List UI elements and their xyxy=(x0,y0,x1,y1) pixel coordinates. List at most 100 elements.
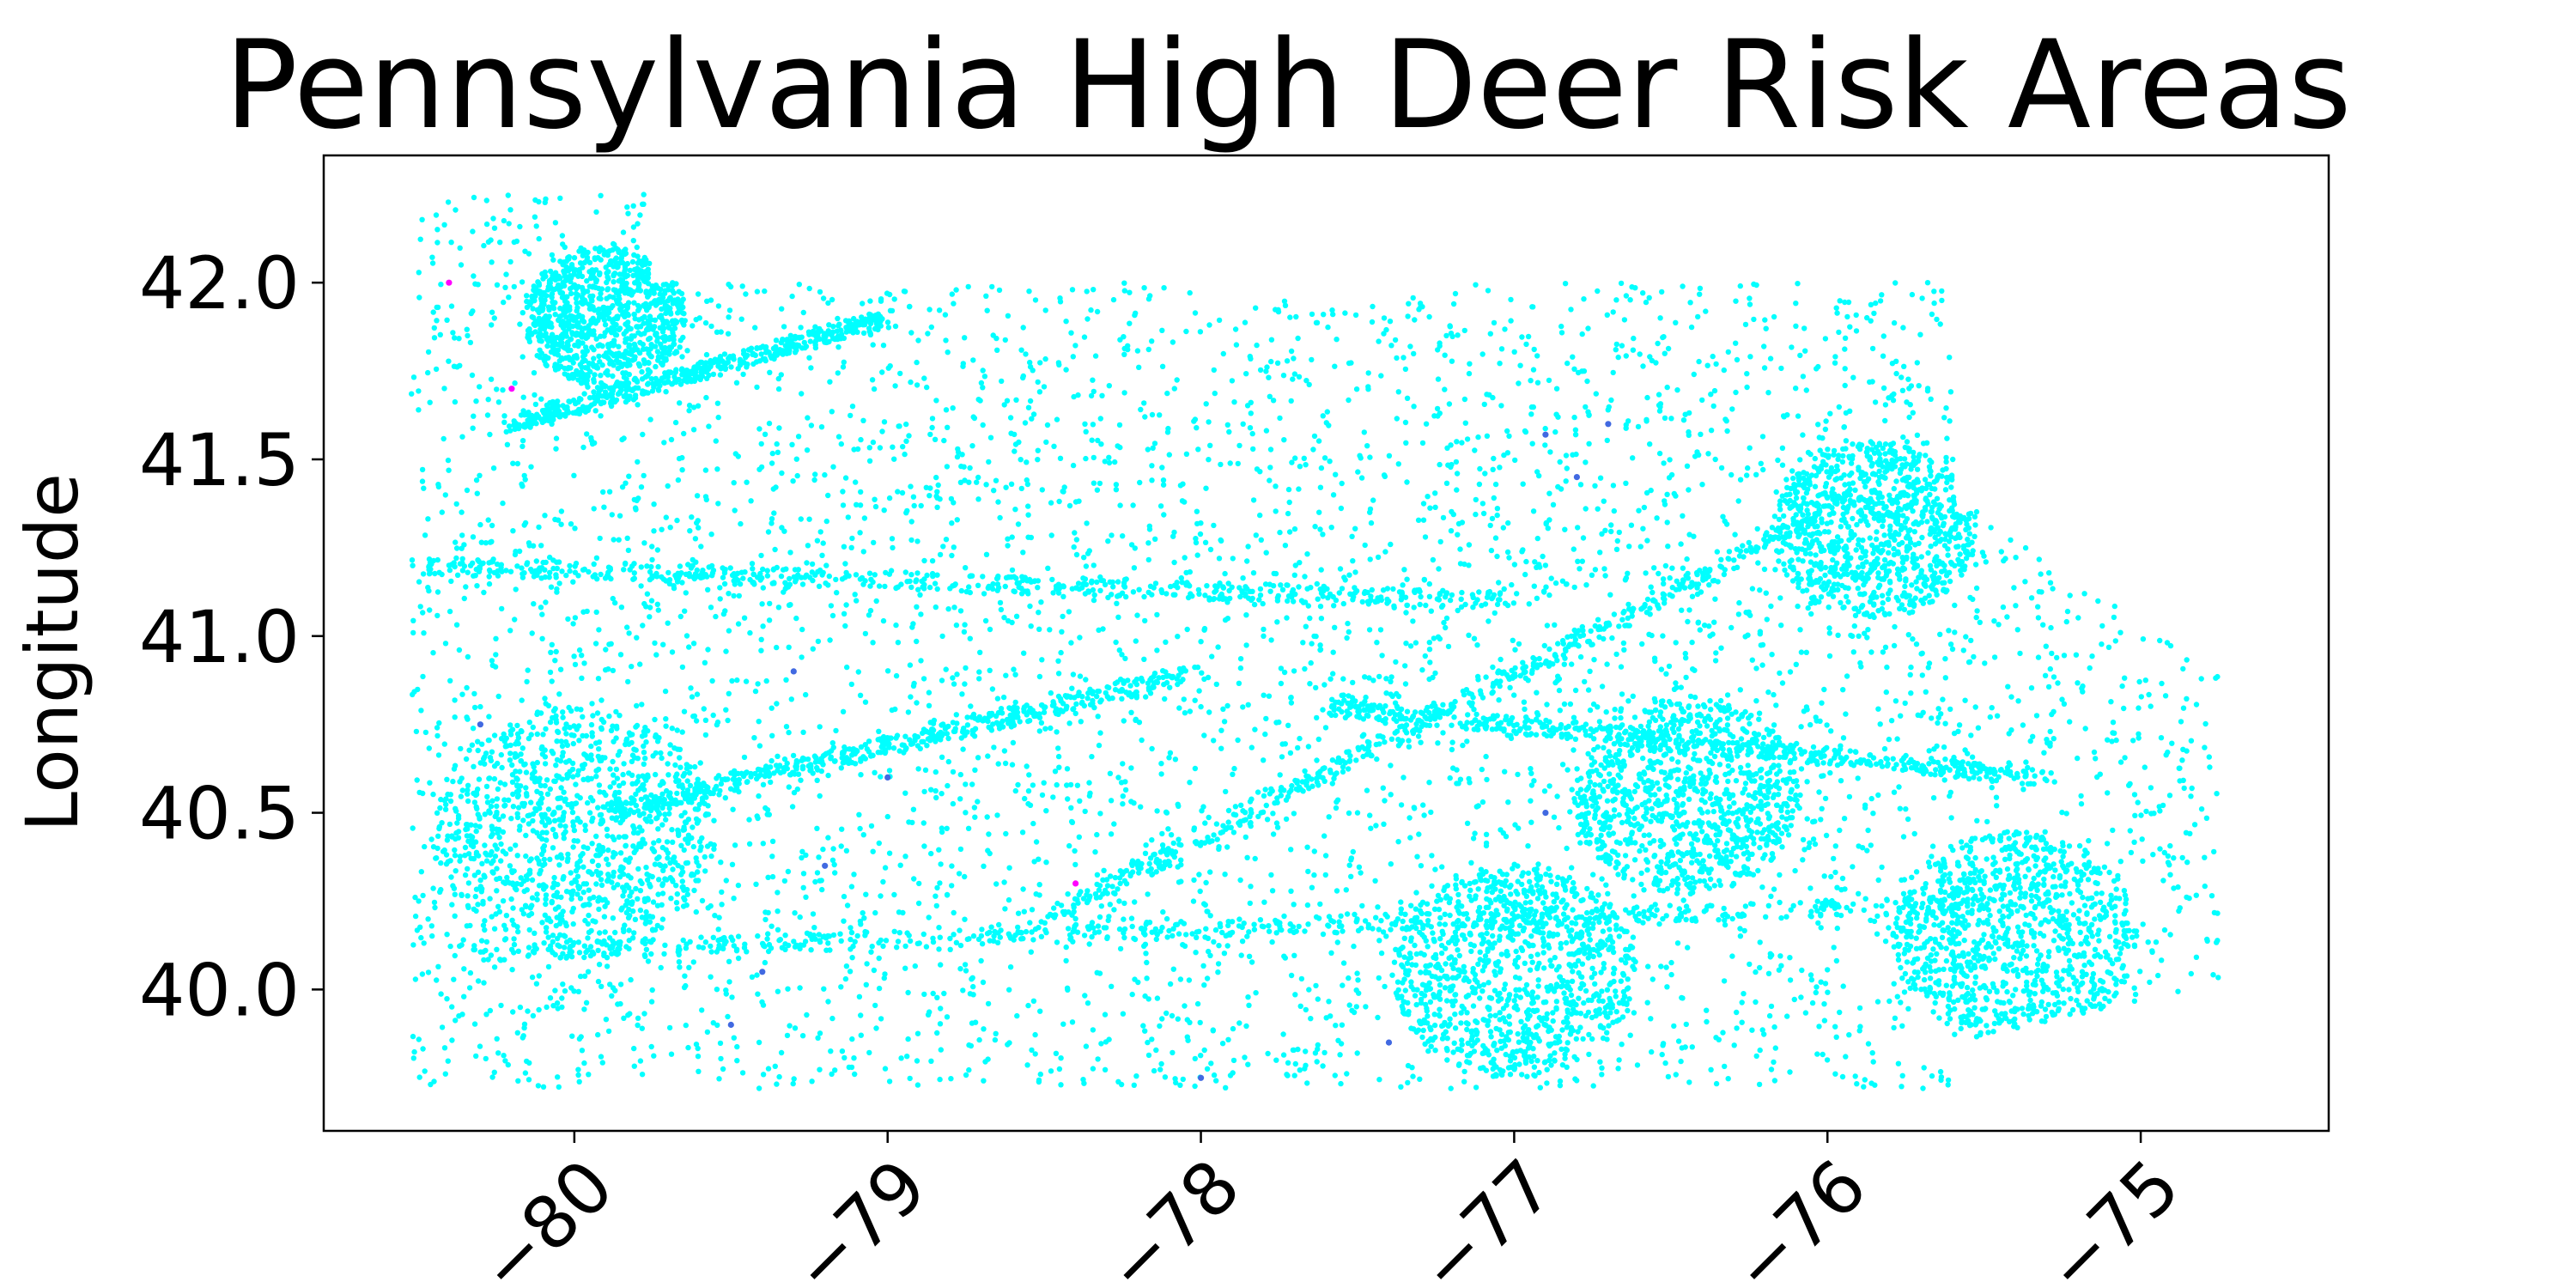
data-point xyxy=(957,966,963,972)
data-point xyxy=(841,611,848,617)
data-point xyxy=(1494,512,1500,519)
data-point xyxy=(490,465,497,471)
data-point xyxy=(1913,869,1920,875)
data-point xyxy=(1823,418,1829,424)
data-point xyxy=(2117,759,2124,765)
data-point xyxy=(1340,676,1346,682)
data-point xyxy=(1136,720,1143,726)
data-point xyxy=(1657,404,1663,410)
data-point xyxy=(1743,610,1749,616)
data-point xyxy=(1449,358,1455,364)
data-point xyxy=(510,1009,516,1015)
data-point xyxy=(592,641,599,647)
data-point xyxy=(2059,809,2065,816)
data-point xyxy=(1002,583,1009,590)
data-point xyxy=(1766,1012,1773,1019)
data-point xyxy=(1120,801,1126,807)
data-point xyxy=(513,842,519,848)
data-point xyxy=(1747,445,1753,451)
data-point xyxy=(1306,987,1312,993)
data-point xyxy=(975,474,981,481)
data-point xyxy=(1141,656,1147,662)
data-point xyxy=(686,402,693,409)
data-point xyxy=(417,604,423,610)
data-point xyxy=(1364,787,1370,793)
data-point xyxy=(1994,713,2001,719)
data-point xyxy=(1799,967,1805,974)
data-point xyxy=(519,481,525,487)
data-point xyxy=(1282,302,1289,308)
data-point xyxy=(1304,902,1311,908)
data-point xyxy=(1842,335,1849,341)
data-point xyxy=(1277,772,1283,778)
data-point xyxy=(1282,543,1289,549)
data-point xyxy=(1504,428,1510,434)
data-point xyxy=(1826,625,1832,631)
data-point xyxy=(690,714,696,720)
data-point xyxy=(2047,743,2053,749)
data-point xyxy=(1901,989,1908,995)
data-point xyxy=(1285,510,1291,517)
data-point xyxy=(817,1030,823,1036)
data-point xyxy=(1526,601,1533,607)
data-point xyxy=(410,374,417,380)
data-point xyxy=(1088,307,1094,313)
data-point xyxy=(1575,369,1582,376)
data-point xyxy=(1263,550,1269,556)
data-point xyxy=(601,914,608,920)
data-point xyxy=(744,479,750,485)
data-point xyxy=(1302,665,1308,672)
data-point xyxy=(1437,538,1443,545)
data-point xyxy=(1807,972,1814,978)
data-point xyxy=(951,544,957,550)
data-point xyxy=(1278,665,1285,671)
data-point xyxy=(1398,899,1404,905)
data-point xyxy=(740,575,746,581)
data-point xyxy=(1502,326,1508,332)
data-point xyxy=(1610,369,1616,376)
data-point xyxy=(927,431,933,438)
data-point xyxy=(1571,584,1577,591)
data-point xyxy=(1800,588,1806,594)
data-point xyxy=(1455,332,1461,338)
data-point xyxy=(1601,498,1607,504)
data-point xyxy=(585,969,592,975)
data-point xyxy=(637,212,643,218)
data-point xyxy=(1645,915,1651,921)
data-point xyxy=(1111,907,1117,913)
data-point xyxy=(937,551,944,558)
data-point xyxy=(2146,691,2152,698)
data-point xyxy=(2215,975,2221,981)
data-point xyxy=(1455,607,1461,614)
data-point xyxy=(1106,454,1112,460)
data-point xyxy=(431,899,438,906)
data-point xyxy=(483,197,489,204)
data-point xyxy=(1502,769,1508,775)
data-point xyxy=(699,1007,705,1013)
data-point xyxy=(1581,296,1587,302)
data-point xyxy=(1797,352,1803,359)
data-point xyxy=(1947,418,1953,424)
data-point xyxy=(1370,303,1376,310)
data-point xyxy=(1523,558,1529,565)
data-point xyxy=(1346,360,1352,367)
data-point xyxy=(1537,1084,1544,1091)
data-point xyxy=(624,535,630,541)
data-point xyxy=(1662,498,1668,504)
data-point xyxy=(2181,785,2187,792)
data-point xyxy=(1244,854,1250,860)
data-point xyxy=(1273,508,1279,514)
data-point xyxy=(1475,434,1481,440)
data-point xyxy=(603,1017,610,1023)
data-point xyxy=(1230,1057,1237,1064)
data-point xyxy=(799,581,806,587)
data-point xyxy=(570,579,576,585)
data-point xyxy=(1270,831,1277,837)
data-point xyxy=(1761,566,1768,573)
data-point xyxy=(1121,390,1127,396)
data-point xyxy=(521,1024,527,1031)
data-point xyxy=(1373,823,1379,829)
data-point xyxy=(1680,513,1686,519)
data-point xyxy=(1686,607,1692,613)
data-point xyxy=(741,754,748,761)
